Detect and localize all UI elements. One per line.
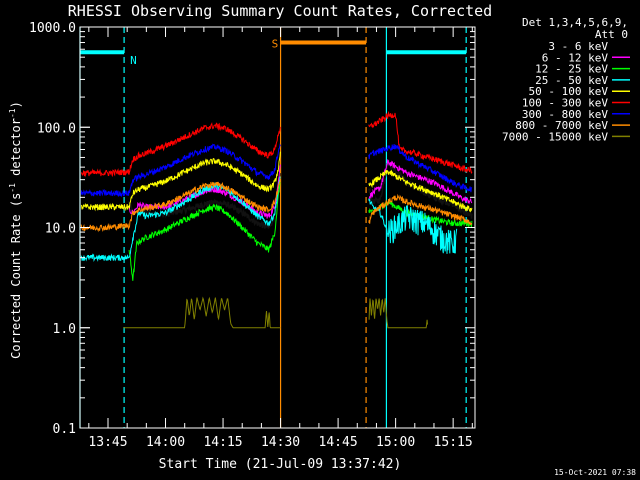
series-line-4-seg-0 — [80, 151, 281, 212]
y-tick-label-2: 10.0 — [45, 222, 76, 237]
series-line-6-seg-1 — [368, 143, 473, 193]
plot-area: NS — [79, 27, 473, 428]
flag-label-s: S — [272, 38, 279, 51]
series-line-1-seg-1 — [368, 159, 473, 205]
y-tick-label-0: 0.1 — [53, 422, 76, 437]
x-tick-label-6: 15:15 — [434, 435, 473, 450]
series-line-5-seg-0 — [81, 122, 281, 178]
legend-entry-1: 6 - 12 keV — [542, 51, 609, 64]
y-tick-label-4: 1000.0 — [29, 21, 76, 36]
legend-entry-7: 800 - 7000 keV — [515, 119, 608, 132]
y-axis-label: Corrected Count Rate (s-1 detector-1) — [8, 101, 23, 359]
series-line-7-seg-0 — [80, 179, 281, 233]
series-line-4-seg-1 — [368, 169, 473, 213]
legend-header-1: Att 0 — [595, 28, 628, 41]
legend-entry-0: 3 - 6 keV — [548, 40, 608, 53]
legend-entry-6: 300 - 800 keV — [522, 108, 608, 121]
series-line-8-seg-1 — [368, 298, 428, 329]
x-tick-label-4: 14:45 — [319, 435, 358, 450]
x-axis-label: Start Time (21-Jul-09 13:37:42) — [159, 457, 402, 472]
series-line-7-seg-1 — [368, 193, 473, 225]
legend-entry-8: 7000 - 15000 keV — [502, 130, 608, 143]
timestamp: 15-Oct-2021 07:38 — [554, 468, 636, 477]
legend-entry-3: 25 - 50 keV — [535, 74, 608, 87]
y-tick-label-1: 1.0 — [53, 322, 76, 337]
axes: 0.1 1.0 10.0 100.0 1000.0 13:45 14:00 14:15 14:3… — [29, 21, 476, 450]
x-tick-label-2: 14:15 — [203, 435, 242, 450]
flag-label-n: N — [130, 54, 137, 67]
y-tick-label-3: 100.0 — [37, 121, 76, 136]
legend-entry-5: 100 - 300 keV — [522, 97, 608, 110]
x-tick-label-0: 13:45 — [88, 435, 127, 450]
chart-title: RHESSI Observing Summary Count Rates, Co… — [68, 2, 492, 20]
series-line-3-seg-0 — [80, 176, 281, 263]
series-line-8-seg-0 — [123, 296, 281, 329]
legend-entry-2: 12 - 25 keV — [535, 63, 608, 76]
series-line-3-seg-1 — [368, 198, 458, 254]
legend-entry-4: 50 - 100 keV — [529, 85, 609, 98]
series-line-2-seg-0 — [128, 179, 281, 281]
series-line-5-seg-1 — [368, 110, 473, 174]
series-line-6-seg-0 — [80, 143, 281, 198]
x-tick-label-1: 14:00 — [146, 435, 185, 450]
x-tick-label-5: 15:00 — [376, 435, 415, 450]
legend-header-0: Det 1,3,4,5,6,9, — [522, 16, 628, 29]
x-tick-label-3: 14:30 — [261, 435, 300, 450]
